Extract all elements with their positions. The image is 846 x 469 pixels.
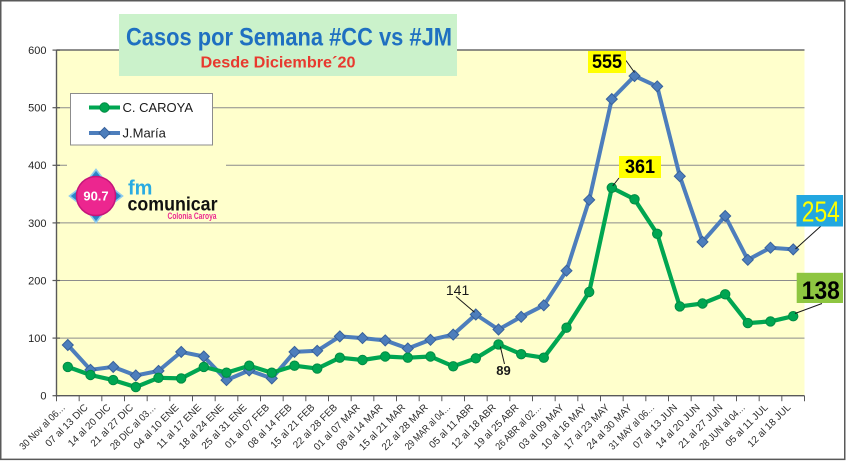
svg-text:555: 555: [592, 52, 622, 73]
svg-text:400: 400: [28, 160, 46, 172]
svg-text:Desde Diciembre´20: Desde Diciembre´20: [201, 55, 356, 72]
svg-text:200: 200: [28, 275, 46, 287]
svg-text:361: 361: [625, 157, 655, 178]
svg-text:Casos por Semana #CC vs #JM: Casos por Semana #CC vs #JM: [126, 24, 452, 52]
svg-text:fm: fm: [128, 178, 152, 200]
svg-text:600: 600: [28, 45, 46, 57]
svg-text:138: 138: [802, 277, 840, 305]
svg-text:500: 500: [28, 103, 46, 115]
svg-text:comunicar: comunicar: [128, 195, 219, 216]
svg-text:J.María: J.María: [123, 126, 167, 141]
svg-text:0: 0: [40, 391, 46, 403]
svg-text:300: 300: [28, 218, 46, 230]
svg-text:Colonia Caroya: Colonia Caroya: [168, 211, 218, 222]
svg-text:90.7: 90.7: [83, 189, 108, 204]
svg-text:89: 89: [496, 363, 510, 378]
svg-text:100: 100: [28, 333, 46, 345]
svg-text:141: 141: [446, 282, 470, 298]
svg-text:C. CAROYA: C. CAROYA: [123, 100, 194, 115]
svg-text:254: 254: [802, 197, 840, 229]
